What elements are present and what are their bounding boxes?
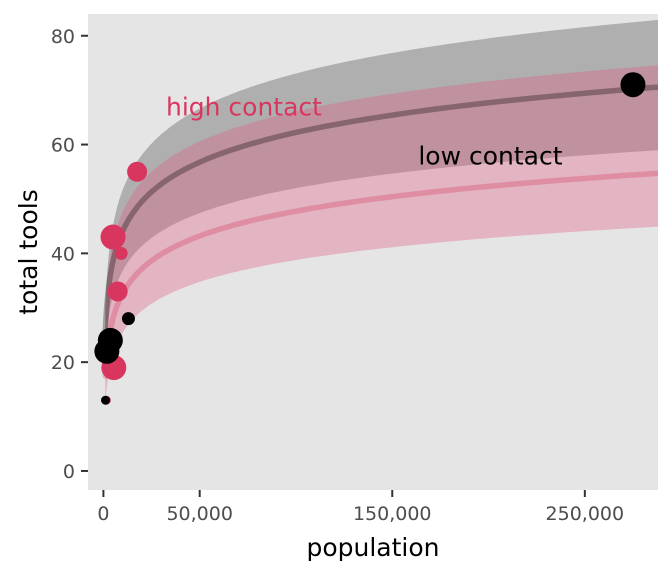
x-tick-label: 250,000 [546, 503, 625, 525]
data-points [94, 72, 646, 405]
plot-panel [88, 14, 658, 490]
data-point [100, 224, 126, 250]
y-axis: 0 20 40 60 80 [51, 26, 88, 483]
y-tick-label: 80 [51, 26, 75, 48]
x-tick-label: 50,000 [166, 503, 232, 525]
data-point [114, 246, 128, 260]
series-label: low contact [418, 141, 562, 170]
data-point [97, 327, 123, 353]
x-axis: 0 50,000 150,000 250,000 [97, 490, 624, 525]
y-tick-label: 40 [51, 243, 75, 265]
data-point [101, 395, 111, 405]
data-point [620, 72, 646, 98]
confidence-band [105, 19, 658, 354]
series-labels: high contact low contact [166, 92, 563, 170]
x-tick-label: 0 [97, 503, 109, 525]
y-tick-label: 0 [63, 461, 75, 483]
data-point [127, 161, 148, 182]
data-point [121, 312, 135, 326]
y-tick-label: 60 [51, 135, 75, 157]
y-tick-label: 20 [51, 352, 75, 374]
confidence-band [105, 65, 658, 406]
series-label: high contact [166, 92, 322, 121]
y-axis-title: total tools [14, 189, 43, 314]
x-tick-label: 150,000 [353, 503, 432, 525]
x-axis-title: population [306, 533, 439, 562]
data-point [107, 281, 128, 302]
confidence-bands [105, 19, 658, 406]
